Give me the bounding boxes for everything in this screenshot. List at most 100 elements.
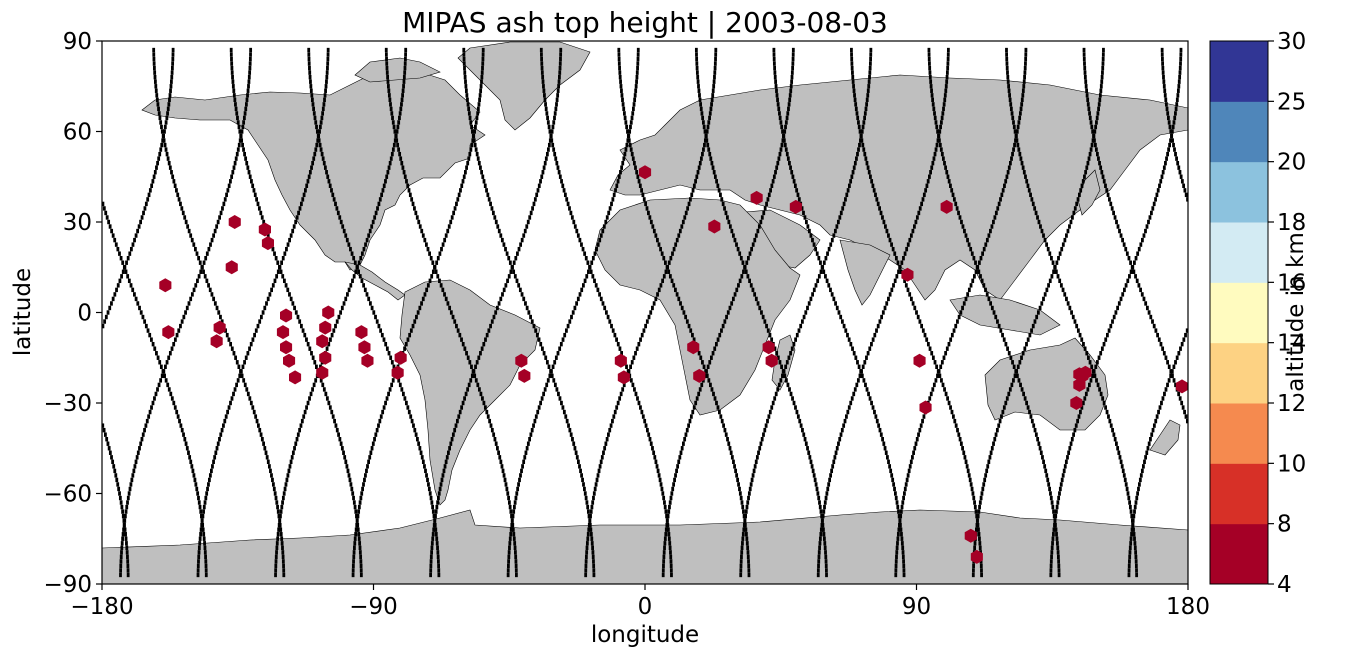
ash-point xyxy=(1175,379,1188,394)
track-dot xyxy=(821,518,824,523)
track-dot xyxy=(485,409,489,415)
track-dot xyxy=(419,450,423,455)
track-dot xyxy=(267,464,271,469)
track-dot xyxy=(563,332,567,338)
track-dot xyxy=(1083,65,1087,71)
track-dot xyxy=(310,93,314,98)
track-dot xyxy=(200,518,204,523)
track-dot xyxy=(707,378,711,383)
track-dot xyxy=(728,305,732,311)
track-dot xyxy=(871,337,875,342)
track-dot xyxy=(866,165,870,170)
track-dot xyxy=(1100,170,1104,175)
track-dot xyxy=(982,246,986,252)
track-dot xyxy=(510,522,514,528)
track-dot xyxy=(792,179,796,184)
track-dot xyxy=(593,486,597,492)
track-dot xyxy=(462,52,466,57)
track-dot xyxy=(1077,414,1081,419)
track-dot xyxy=(825,278,829,284)
track-dot xyxy=(415,215,419,220)
track-dot xyxy=(143,319,147,324)
track-dot xyxy=(1124,246,1128,252)
track-dot xyxy=(957,314,961,320)
track-dot xyxy=(666,518,669,523)
track-dot xyxy=(1044,468,1048,474)
track-dot xyxy=(299,423,303,428)
track-dot xyxy=(710,160,714,166)
track-dot xyxy=(1030,328,1033,333)
track-dot xyxy=(444,233,448,238)
track-dot xyxy=(213,228,217,234)
track-dot xyxy=(1109,423,1113,428)
track-dot xyxy=(1121,237,1124,243)
track-dot xyxy=(386,170,390,175)
track-dot xyxy=(362,246,366,252)
track-dot xyxy=(372,310,376,315)
track-dot xyxy=(474,364,477,369)
track-dot xyxy=(922,414,926,419)
track-dot xyxy=(1122,473,1126,478)
track-dot xyxy=(229,179,232,184)
track-dot xyxy=(539,400,543,406)
track-dot xyxy=(830,468,834,474)
track-dot xyxy=(901,500,905,505)
track-dot xyxy=(425,287,429,293)
track-dot xyxy=(1001,332,1004,338)
ash-point xyxy=(276,325,290,340)
track-dot xyxy=(958,215,962,220)
x-tick-label: 90 xyxy=(902,594,931,620)
track-dot xyxy=(325,79,328,84)
track-dot xyxy=(511,527,515,532)
track-dot xyxy=(189,296,193,302)
track-dot xyxy=(202,260,206,265)
track-dot xyxy=(463,346,467,351)
track-dot xyxy=(316,138,320,143)
ash-point xyxy=(225,260,238,275)
track-dot xyxy=(1137,486,1140,492)
track-dot xyxy=(827,482,831,487)
track-dot xyxy=(784,120,788,125)
track-dot xyxy=(850,56,854,62)
track-dot xyxy=(357,509,361,514)
track-dot xyxy=(1112,210,1115,216)
track-dot xyxy=(770,337,774,342)
track-dot xyxy=(971,572,975,578)
track-dot xyxy=(248,396,252,401)
track-dot xyxy=(712,79,716,84)
track-dot xyxy=(280,504,284,510)
track-dot xyxy=(163,129,166,134)
orbit-tracks xyxy=(102,47,1188,578)
track-dot xyxy=(981,251,984,256)
track-dot xyxy=(546,115,549,121)
track-dot xyxy=(119,554,123,560)
track-dot xyxy=(1017,120,1021,125)
track-dot xyxy=(1145,450,1149,455)
track-dot xyxy=(138,446,141,451)
track-dot xyxy=(192,242,196,247)
track-dot xyxy=(1159,341,1163,347)
track-dot xyxy=(159,378,163,383)
track-dot xyxy=(514,554,518,560)
track-dot xyxy=(280,536,284,541)
track-dot xyxy=(1039,450,1043,455)
track-dot xyxy=(570,215,574,220)
track-dot xyxy=(730,455,734,460)
track-dot xyxy=(709,355,713,360)
track-dot xyxy=(851,346,854,351)
track-dot xyxy=(727,219,731,225)
track-dot xyxy=(130,477,134,483)
track-dot xyxy=(337,432,340,437)
track-dot xyxy=(836,219,840,225)
track-dot xyxy=(480,70,484,75)
track-dot xyxy=(679,301,682,306)
track-dot xyxy=(663,536,667,541)
track-dot xyxy=(117,486,121,492)
track-dot xyxy=(720,328,723,333)
track-dot xyxy=(335,427,339,433)
track-dot xyxy=(520,292,524,297)
track-dot xyxy=(331,192,335,198)
track-dot xyxy=(454,423,458,428)
colorbar-tick-label: 20 xyxy=(1277,150,1306,176)
track-dot xyxy=(1021,351,1025,356)
